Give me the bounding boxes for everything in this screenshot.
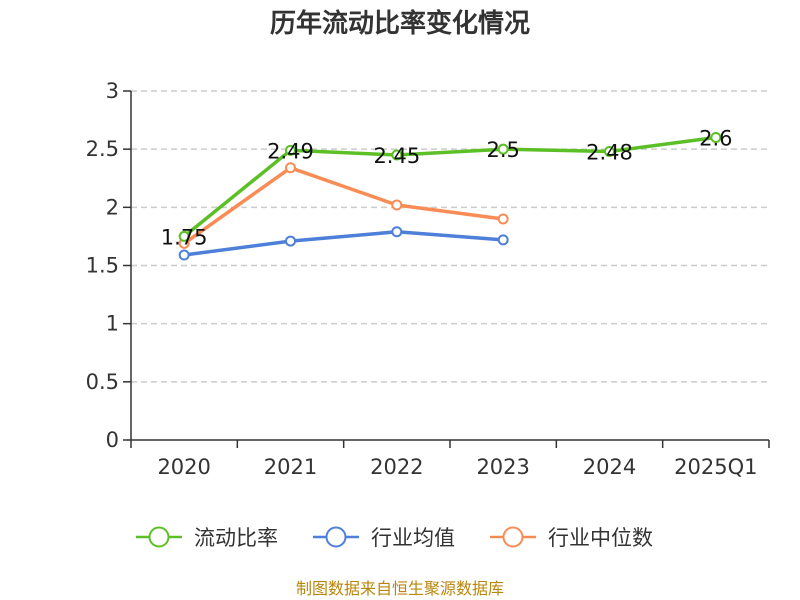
- series-layer: [178, 132, 722, 261]
- chart-title: 历年流动比率变化情况: [270, 8, 530, 39]
- data-point: [391, 149, 403, 161]
- y-tick-label: 0: [106, 428, 119, 452]
- y-tick-label: 1.5: [86, 254, 119, 278]
- grid: [131, 90, 769, 383]
- data-point: [285, 235, 296, 247]
- series-line: [182, 230, 505, 257]
- x-tick-label: 2022: [370, 455, 423, 479]
- data-point: [497, 213, 509, 225]
- data-point: [391, 226, 403, 238]
- axes: 0 0.5 1 1.5 2 2.5 3 2020 2021 2022 2023 2024 2025Q1: [86, 79, 770, 479]
- data-point: [604, 145, 615, 157]
- y-tick-label: 1: [106, 312, 119, 336]
- series-line: [182, 135, 718, 239]
- legend-label: 行业中位数: [548, 526, 653, 550]
- data-label: 2.5: [486, 138, 519, 162]
- x-tick-label: 2025Q1: [674, 455, 757, 479]
- data-label: 2.45: [373, 144, 420, 168]
- data-point: [710, 132, 722, 144]
- data-label: 2.49: [267, 139, 314, 163]
- data-point: [497, 143, 509, 155]
- data-point: [497, 234, 509, 246]
- data-point: [285, 144, 296, 156]
- x-tick-label: 2024: [583, 455, 636, 479]
- data-label: 2.6: [699, 127, 732, 151]
- y-tick-label: 0.5: [86, 370, 119, 394]
- y-tick-label: 2: [106, 195, 119, 219]
- labels-layer: 1.75 2.49 2.45 2.5 2.48 2.6: [161, 127, 733, 250]
- x-tick-label: 2020: [157, 455, 210, 479]
- x-tick-label: 2021: [264, 455, 317, 479]
- legend: 流动比率 行业均值 行业中位数: [136, 526, 653, 550]
- data-point: [391, 199, 403, 211]
- legend-marker: [325, 526, 347, 548]
- data-label: 1.75: [161, 225, 208, 249]
- legend-label: 流动比率: [194, 526, 278, 550]
- data-point: [178, 230, 190, 242]
- y-tick-label: 3: [106, 79, 119, 103]
- legend-marker: [148, 526, 170, 548]
- legend-label: 行业均值: [371, 526, 455, 550]
- x-tick-label: 2023: [476, 455, 529, 479]
- data-point: [178, 249, 190, 261]
- data-point: [285, 162, 296, 174]
- data-label: 2.48: [586, 140, 633, 164]
- series-line: [182, 166, 505, 246]
- source-text: 制图数据来自恒生聚源数据库: [296, 579, 504, 598]
- legend-marker: [502, 526, 524, 548]
- y-tick-label: 2.5: [86, 137, 119, 161]
